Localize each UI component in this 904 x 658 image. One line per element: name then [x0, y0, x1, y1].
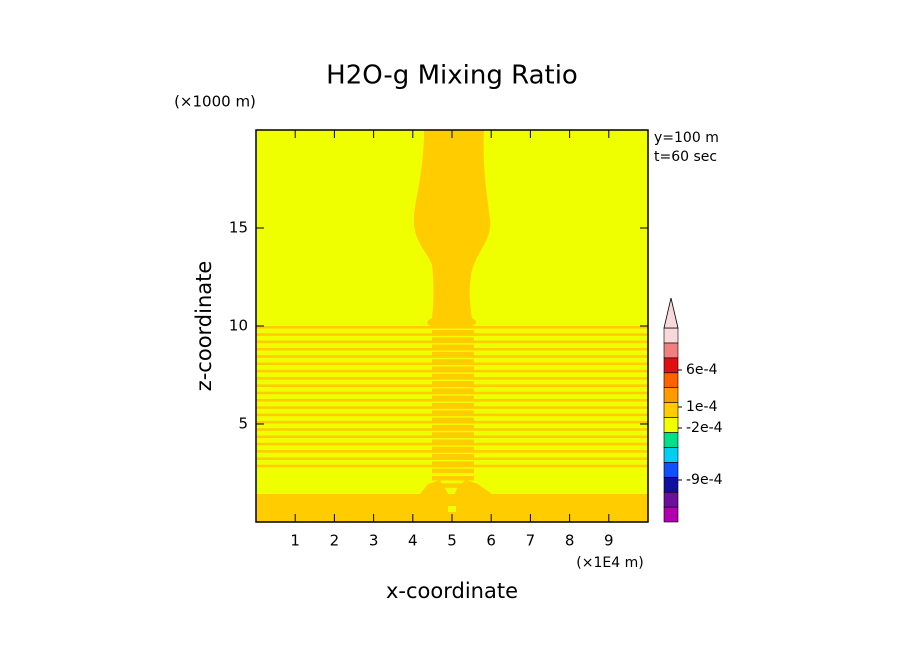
field-stripe: [256, 464, 648, 468]
plume-core: [432, 351, 474, 357]
x-tick-label: 8: [565, 532, 575, 550]
field-stripe: [256, 442, 648, 446]
colorbar-label: -2e-4: [686, 420, 723, 436]
plume-core: [432, 461, 474, 466]
axes: 1 2 3 4 5 6 7 8 9 5 10 15: [229, 129, 649, 550]
colorbar-swatch: [663, 327, 679, 344]
plume-core: [432, 395, 474, 401]
plume-core: [432, 476, 474, 481]
field-stripe: [256, 369, 648, 373]
colorbar-label: 6e-4: [686, 362, 718, 378]
colorbar-swatch: [663, 462, 679, 478]
colorbar-swatch: [663, 387, 679, 403]
colorbar-swatch: [663, 447, 679, 463]
x-unit: (×1E4 m): [576, 555, 643, 571]
x-tick-label: 2: [330, 532, 340, 550]
chart-title: H2O-g Mixing Ratio: [326, 61, 578, 91]
colorbar-swatch: [663, 417, 679, 433]
x-tick-label: 1: [290, 532, 300, 550]
field-stripe: [256, 384, 648, 387]
plume: [413, 130, 491, 327]
field-stripe: [256, 457, 648, 460]
colorbar-swatch: [663, 491, 679, 508]
colorbar: 6e-4 1e-4 -2e-4 -9e-4: [663, 297, 723, 523]
colorbar-swatch: [663, 357, 679, 374]
surface-plume: [420, 480, 492, 500]
field-stripe: [256, 428, 648, 431]
colorbar-swatch: [663, 506, 679, 523]
x-tick-label: 6: [486, 532, 496, 550]
colorbar-swatch: [663, 402, 679, 418]
field-stripe: [256, 326, 648, 329]
plume-core: [432, 366, 474, 371]
plume-core: [432, 373, 474, 379]
x-tick-label: 9: [604, 532, 614, 550]
plume-core: [432, 424, 474, 430]
plume-core: [432, 454, 474, 459]
plume-core: [432, 337, 474, 342]
y-tick-label: 5: [238, 415, 248, 433]
field-stripe: [256, 450, 648, 453]
contour-field: [256, 130, 648, 522]
plume-core: [432, 388, 474, 393]
field-stripe: [256, 391, 648, 395]
annotation: t=60 sec: [654, 149, 717, 165]
surface-dot: [448, 506, 456, 512]
field-stripe: [256, 333, 648, 336]
field-stripe: [256, 413, 648, 417]
x-tick-label: 7: [526, 532, 536, 550]
plume-core: [432, 468, 474, 474]
y-tick-label: 10: [229, 317, 248, 335]
colorbar-arrow: [663, 297, 679, 329]
plume-core: [432, 446, 474, 452]
colorbar-swatch: [663, 372, 679, 388]
plume-core: [432, 330, 474, 335]
colorbar-swatch: [663, 432, 679, 448]
plume-core: [432, 417, 474, 423]
colorbar-swatch: [663, 342, 679, 359]
colorbar-label: -9e-4: [686, 472, 723, 488]
x-tick-label: 4: [408, 532, 418, 550]
field-stripe: [256, 347, 648, 351]
plume-core: [432, 359, 474, 364]
field-stripe: [256, 435, 648, 439]
annotation: y=100 m: [654, 130, 719, 146]
plume-core: [432, 432, 474, 437]
field-stripe: [256, 420, 648, 424]
field-stripe: [256, 399, 648, 402]
colorbar-swatch: [663, 476, 679, 493]
field-stripe: [256, 362, 648, 366]
field-stripe: [256, 377, 648, 380]
plume-core: [432, 483, 474, 488]
y-tick-label: 15: [229, 219, 248, 237]
plume-core: [432, 381, 474, 386]
field-stripe: [256, 340, 648, 344]
field-stripe: [256, 406, 648, 409]
field-stripe: [256, 355, 648, 358]
plume-core: [432, 403, 474, 408]
y-unit: (×1000 m): [174, 93, 256, 111]
plume-core: [432, 344, 474, 350]
y-axis-label: z-coordinate: [192, 261, 216, 392]
x-tick-label: 5: [447, 532, 457, 550]
colorbar-label: 1e-4: [686, 399, 718, 415]
plume-core: [432, 439, 474, 444]
plume-core: [432, 410, 474, 415]
x-axis-label: x-coordinate: [386, 579, 518, 603]
x-tick-label: 3: [369, 532, 379, 550]
